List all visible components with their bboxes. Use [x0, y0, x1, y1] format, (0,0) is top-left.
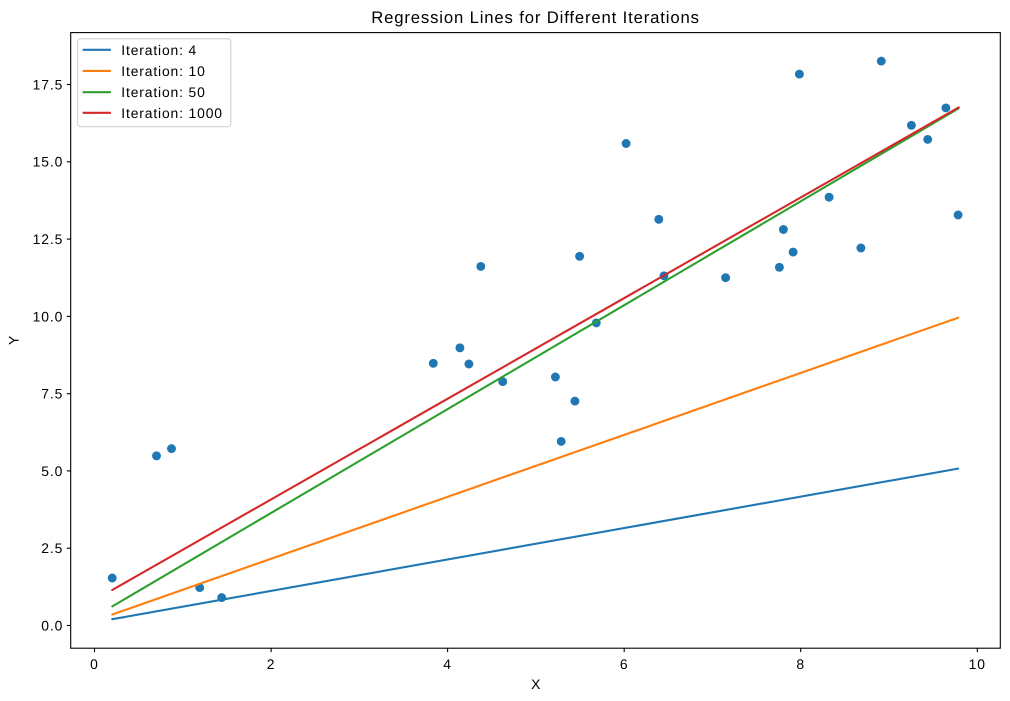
svg-text:Iteration: 1000: Iteration: 1000 [121, 105, 223, 121]
svg-text:5.0: 5.0 [41, 463, 63, 479]
svg-text:17.5: 17.5 [33, 76, 64, 92]
svg-text:2.5: 2.5 [41, 540, 63, 556]
svg-text:Iteration: 4: Iteration: 4 [121, 42, 197, 58]
svg-text:Iteration: 50: Iteration: 50 [121, 84, 205, 100]
svg-text:7.5: 7.5 [41, 386, 63, 402]
svg-text:Iteration: 10: Iteration: 10 [121, 63, 205, 79]
svg-text:12.5: 12.5 [33, 231, 64, 247]
svg-text:8: 8 [796, 656, 805, 672]
svg-text:6: 6 [620, 656, 629, 672]
svg-text:0: 0 [90, 656, 99, 672]
svg-text:4: 4 [443, 656, 452, 672]
svg-text:2: 2 [267, 656, 276, 672]
svg-text:Y: Y [6, 336, 22, 345]
svg-text:X: X [531, 676, 540, 692]
svg-text:10: 10 [969, 656, 986, 672]
svg-text:Regression Lines for Different: Regression Lines for Different Iteration… [371, 8, 700, 27]
svg-text:15.0: 15.0 [33, 154, 64, 170]
svg-text:0.0: 0.0 [41, 617, 63, 633]
svg-text:10.0: 10.0 [33, 308, 64, 324]
